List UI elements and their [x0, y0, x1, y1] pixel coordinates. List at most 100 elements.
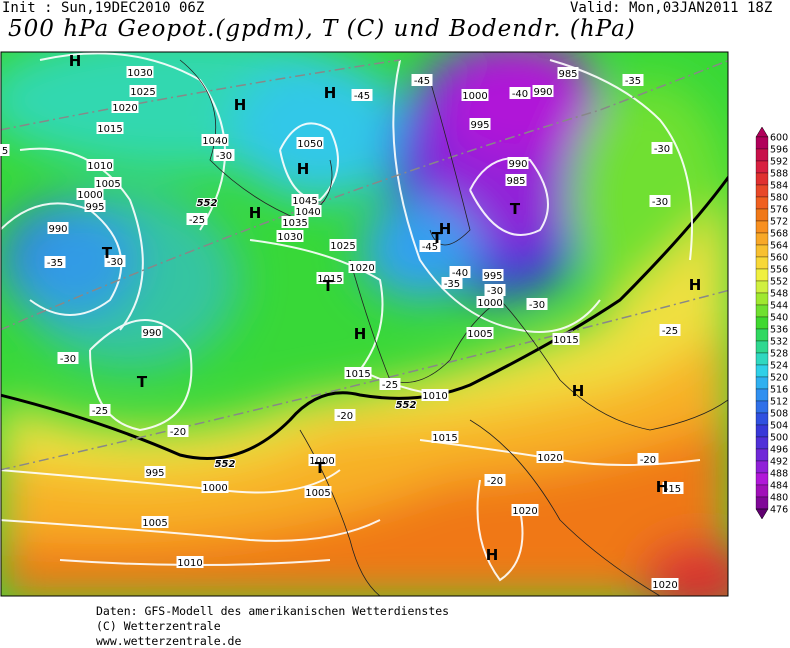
colorbar-label: 540 — [770, 313, 788, 324]
colorbar-swatch — [755, 304, 769, 318]
isobar-label: 1025 — [130, 87, 155, 98]
temperature-label: -30 — [529, 300, 545, 311]
geopotential-label: 552 — [197, 198, 218, 209]
isobar-label-bg — [201, 481, 229, 493]
colorbar-swatch — [755, 292, 769, 306]
temperature-label: -25 — [662, 326, 678, 337]
colorbar-label: 560 — [770, 253, 788, 264]
isobar-label: 1000 — [462, 91, 487, 102]
colorbar-swatch — [755, 400, 769, 414]
colorbar-label: 588 — [770, 169, 788, 180]
colorbar-swatch — [755, 496, 769, 510]
isobar-label-bg — [536, 451, 564, 463]
isobar-label-bg — [511, 504, 539, 516]
isobar-label: 985 — [506, 176, 525, 187]
isobar-label-bg — [291, 194, 319, 206]
temperature-label: -35 — [444, 279, 460, 290]
colorbar-label: 476 — [770, 505, 788, 516]
temperature-label-bg — [526, 298, 548, 310]
pressure-center: H — [297, 160, 310, 178]
isobar-label-bg — [126, 66, 154, 78]
colorbar-label: 596 — [770, 145, 788, 156]
colorbar-swatch — [755, 412, 769, 426]
isobar-label: 1020 — [512, 506, 537, 517]
isobar-label-bg — [329, 239, 357, 251]
colorbar-swatch — [755, 388, 769, 402]
temperature-label: -30 — [60, 354, 76, 365]
isobar-label: 990 — [533, 87, 552, 98]
colorbar-label: 548 — [770, 289, 788, 300]
isobar-label: 1020 — [349, 263, 374, 274]
isobar-label-bg — [201, 134, 229, 146]
isobar-label-bg — [532, 85, 554, 97]
temperature-label-bg — [649, 195, 671, 207]
isobar-label: 1015 — [317, 274, 342, 285]
isobar-label-bg — [651, 578, 679, 590]
colorbar-label: 536 — [770, 325, 788, 336]
colorbar-label: 564 — [770, 241, 788, 252]
temperature-label: -25 — [382, 380, 398, 391]
colorbar-label: 552 — [770, 277, 788, 288]
isobar-label-bg — [316, 272, 344, 284]
temperature-label-bg — [441, 277, 463, 289]
temperature-label-bg — [334, 409, 356, 421]
map: 1030 1025 1020 1015 1010 1005 1000 995 990 1040 10… — [0, 51, 788, 597]
colorbar-swatch — [755, 220, 769, 234]
isobar-label-bg — [557, 67, 579, 79]
colorbar-swatch — [755, 268, 769, 282]
isobar-label: 1030 — [277, 232, 302, 243]
isobar-label: 1040 — [202, 136, 227, 147]
isobar-label-bg — [505, 174, 527, 186]
temperature-label-bg — [411, 74, 433, 86]
isobar-label: 990 — [508, 159, 527, 170]
pressure-center: H — [354, 325, 367, 343]
pressure-center: H — [249, 204, 262, 222]
temperature-label: -20 — [487, 476, 503, 487]
temperature-label-bg — [484, 284, 506, 296]
pressure-center: T — [432, 229, 443, 247]
isobar-label: 990 — [48, 224, 67, 235]
temperature-label-bg — [659, 324, 681, 336]
colorbar-label: 512 — [770, 397, 788, 408]
temperature-label: -20 — [640, 455, 656, 466]
isobar-label: 1005 — [305, 488, 330, 499]
temperature-label-bg — [637, 453, 659, 465]
colorbar-label: 592 — [770, 157, 788, 168]
colorbar-swatch — [755, 352, 769, 366]
isobar-label: 995 — [483, 271, 502, 282]
isobar-label-bg — [348, 261, 376, 273]
isobar-label-bg — [507, 157, 529, 169]
temperature-label: -20 — [337, 411, 353, 422]
isobar-label: 1010 — [177, 558, 202, 569]
pressure-center: H — [324, 84, 337, 102]
pressure-center: H — [439, 220, 452, 238]
colorbar-label: 572 — [770, 217, 788, 228]
isobar-label-bg — [84, 200, 106, 212]
pressure-center: H — [69, 52, 82, 70]
temperature-label-bg — [213, 149, 235, 161]
pressure-center: H — [486, 546, 499, 564]
isobar-label-bg — [144, 466, 166, 478]
colorbar-swatch — [755, 280, 769, 294]
isobar-label-bg — [111, 101, 139, 113]
colorbar-swatch — [755, 436, 769, 450]
isobar-label-bg — [482, 269, 504, 281]
pressure-center: H — [572, 382, 585, 400]
pressure-center: T — [102, 244, 113, 262]
colorbar-swatch — [755, 172, 769, 186]
temperature-label-bg — [484, 474, 506, 486]
isobar-label: 1005 — [95, 179, 120, 190]
isobar-label-bg — [431, 431, 459, 443]
colorbar-swatch — [755, 364, 769, 378]
isobar-label: 985 — [558, 69, 577, 80]
isobar-label-bg — [176, 556, 204, 568]
colorbar-label: 556 — [770, 265, 788, 276]
colorbar-label: 580 — [770, 193, 788, 204]
isobar-label: 1015 — [345, 369, 370, 380]
isobar-label: 1020 — [652, 580, 677, 591]
temperature-label-bg — [57, 352, 79, 364]
map-title: 500 hPa Geopot.(gpdm), T (C) und Bodendr… — [8, 16, 636, 42]
colorbar-swatch — [755, 160, 769, 174]
colorbar-label: 508 — [770, 409, 788, 420]
isobar-label: 1010 — [422, 391, 447, 402]
